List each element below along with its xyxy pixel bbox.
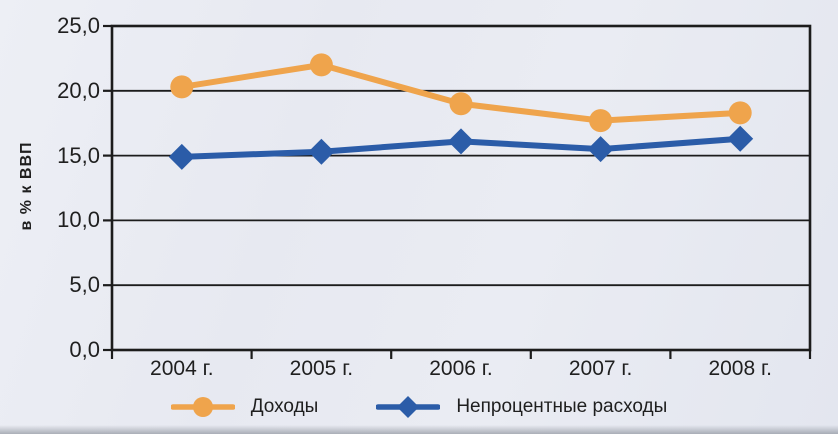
data-point bbox=[589, 109, 613, 133]
legend-item-revenues: Доходы bbox=[170, 394, 319, 420]
data-point bbox=[449, 92, 473, 116]
x-tick-label: 2004 г. bbox=[150, 357, 214, 380]
x-tick-label: 2006 г. bbox=[429, 357, 493, 380]
legend: Доходы Непроцентные расходы bbox=[0, 394, 838, 420]
y-tick-label: 20,0 bbox=[57, 77, 100, 103]
data-point bbox=[308, 138, 335, 165]
y-tick-label: 15,0 bbox=[57, 142, 100, 168]
legend-label-noninterest-expenditures: Непроцентные расходы bbox=[456, 396, 668, 417]
legend-label-revenues: Доходы bbox=[250, 396, 319, 417]
y-tick-label: 0,0 bbox=[69, 337, 100, 362]
revenues-line-circle-icon bbox=[170, 397, 235, 417]
x-tick-label: 2007 г. bbox=[568, 357, 633, 380]
data-point bbox=[448, 128, 474, 155]
data-point bbox=[170, 75, 194, 99]
y-tick-label: 10,0 bbox=[57, 207, 100, 233]
expenditures-line-diamond-icon bbox=[376, 396, 441, 418]
data-point bbox=[168, 143, 195, 170]
x-tick-label: 2005 г. bbox=[289, 357, 354, 380]
data-point bbox=[727, 125, 754, 152]
data-point bbox=[309, 53, 333, 77]
y-tick-label: 25,0 bbox=[57, 13, 100, 38]
x-tick-label: 2008 г. bbox=[708, 357, 772, 380]
data-point bbox=[587, 136, 614, 163]
y-tick-label: 5,0 bbox=[69, 272, 100, 298]
data-point bbox=[728, 101, 752, 125]
legend-item-noninterest-expenditures: Непроцентные расходы bbox=[376, 394, 667, 420]
plot-border bbox=[110, 24, 812, 352]
